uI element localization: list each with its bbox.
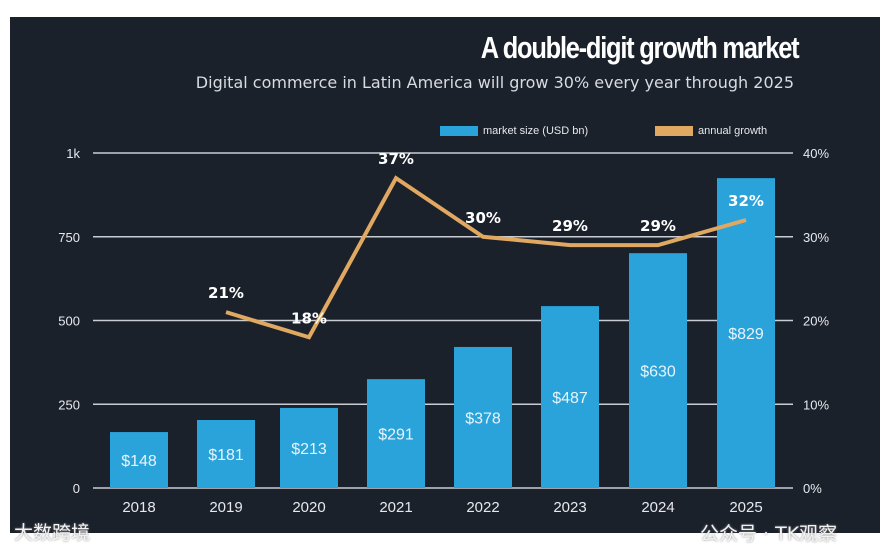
growth-value-label: 29% <box>552 217 588 235</box>
growth-value-label: 32% <box>728 192 764 210</box>
x-tick-label: 2020 <box>292 499 325 516</box>
growth-value-label: 37% <box>378 150 414 168</box>
bar <box>197 419 255 488</box>
left-tick-label: 250 <box>58 397 80 412</box>
left-tick-label: 750 <box>58 230 80 245</box>
chart-title: A double-digit growth market <box>480 30 799 65</box>
legend-swatch-bar <box>440 126 478 136</box>
right-tick-label: 40% <box>803 146 829 161</box>
bar <box>367 379 425 488</box>
bar <box>717 178 775 488</box>
left-tick-label: 0 <box>73 481 80 496</box>
legend-label: annual growth <box>698 125 768 137</box>
legend-label: market size (USD bn) <box>483 125 589 137</box>
x-tick-label: 2018 <box>122 499 155 516</box>
legend-item-annual-growth: annual growth <box>655 125 767 137</box>
right-tick-label: 30% <box>803 230 829 245</box>
chart-subtitle: Digital commerce in Latin America will g… <box>195 73 794 92</box>
legend-item-market-size: market size (USD bn) <box>440 125 588 137</box>
bar-value-label: $487 <box>552 390 588 407</box>
right-tick-label: 20% <box>803 314 829 329</box>
growth-line <box>225 175 747 340</box>
bar <box>110 432 168 488</box>
bar-value-label: $148 <box>121 453 157 470</box>
bar-value-label: $829 <box>728 326 764 343</box>
growth-value-label: 21% <box>208 284 244 302</box>
growth-value-label: 30% <box>465 209 501 227</box>
x-tick-label: 2023 <box>553 499 586 516</box>
right-tick-label: 0% <box>803 481 822 496</box>
x-tick-label: 2019 <box>209 499 242 516</box>
x-tick-label: 2024 <box>641 499 674 516</box>
bar <box>541 306 599 488</box>
left-tick-label: 500 <box>58 314 80 329</box>
bar-value-label: $630 <box>640 364 676 381</box>
x-tick-label: 2025 <box>729 499 762 516</box>
growth-value-label: 29% <box>640 217 676 235</box>
watermark-left: 大数跨境 <box>14 522 91 544</box>
left-tick-label: 1k <box>66 146 80 161</box>
x-tick-label: 2021 <box>379 499 412 516</box>
bar-value-label: $378 <box>465 410 501 427</box>
bar <box>629 253 687 488</box>
watermark-right: 公众号 · TK观察 <box>700 523 838 545</box>
legend-swatch-line <box>655 126 693 136</box>
bar <box>280 407 338 488</box>
bar-value-label: $291 <box>378 427 414 444</box>
x-tick-label: 2022 <box>466 499 499 516</box>
bar-value-label: $181 <box>208 447 244 464</box>
bar-value-label: $213 <box>291 441 327 458</box>
bar <box>454 346 512 488</box>
growth-value-label: 18% <box>291 309 327 327</box>
right-tick-label: 10% <box>803 397 829 412</box>
